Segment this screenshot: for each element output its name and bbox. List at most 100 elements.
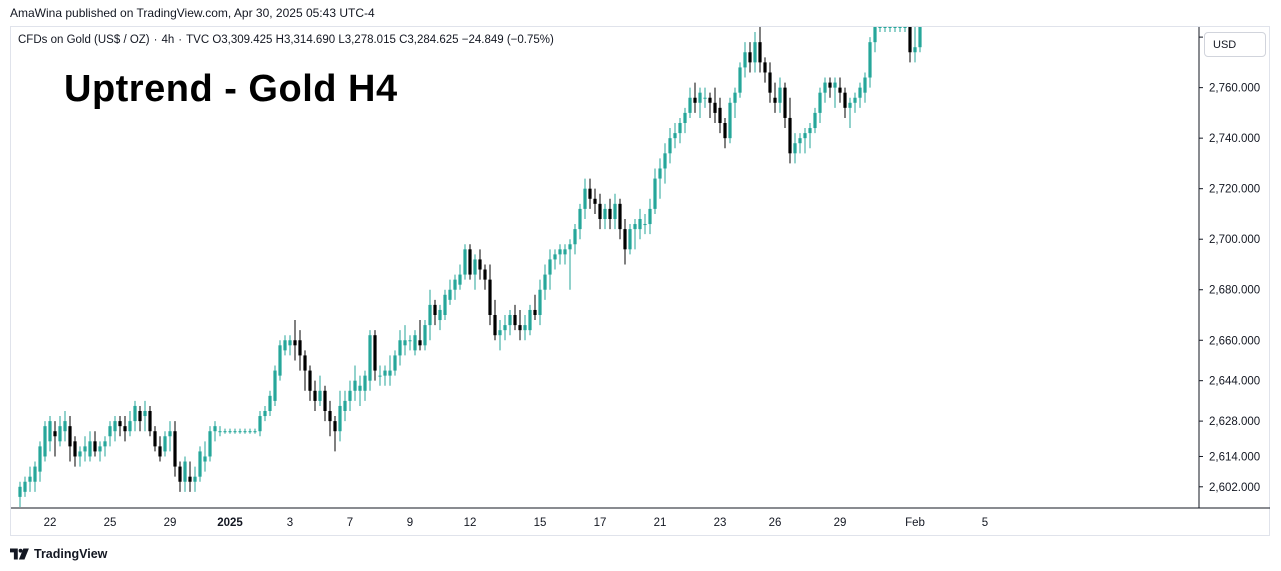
footer: TradingView — [10, 545, 107, 563]
price-tick-label: 2,628.000 — [1209, 416, 1260, 428]
candle — [908, 27, 912, 63]
candle-body — [128, 421, 132, 432]
candle — [788, 97, 792, 164]
candle — [423, 320, 427, 351]
candle-body — [253, 431, 257, 433]
candle — [143, 400, 147, 432]
candle — [848, 97, 852, 129]
candle — [558, 244, 562, 265]
candle — [828, 77, 832, 98]
candle — [773, 82, 777, 113]
candle — [878, 27, 882, 33]
candle — [608, 198, 612, 230]
candle — [658, 158, 662, 199]
candle-body — [428, 304, 432, 326]
candle — [458, 264, 462, 290]
candle-body — [73, 441, 77, 457]
candle — [268, 390, 272, 417]
candle-body — [23, 481, 27, 492]
candle-body — [753, 42, 757, 63]
candle — [148, 405, 152, 437]
time-tick-label: 21 — [654, 517, 667, 529]
candle — [418, 320, 422, 351]
candle-body — [418, 340, 422, 346]
candle-body — [513, 315, 517, 326]
candle-body — [843, 92, 847, 108]
candle — [678, 117, 682, 144]
candle-body — [238, 431, 242, 433]
candle — [853, 92, 857, 113]
candle — [858, 82, 862, 108]
candle-body — [333, 421, 337, 432]
candle — [43, 421, 47, 462]
candle-body — [343, 400, 347, 411]
candle-body — [668, 138, 672, 154]
candle — [508, 309, 512, 336]
candle — [833, 77, 837, 108]
candle — [333, 416, 337, 452]
candle-body — [848, 102, 852, 108]
candle-body — [563, 249, 567, 255]
candle — [493, 299, 497, 341]
source-label: TVC — [186, 34, 210, 46]
candle-body — [478, 259, 482, 270]
candle — [358, 375, 362, 406]
candle — [648, 198, 652, 235]
candle — [403, 325, 407, 356]
candle-body — [138, 411, 142, 422]
candle — [543, 264, 547, 300]
candle-body — [873, 27, 877, 43]
candle-body — [653, 178, 657, 209]
candle — [263, 405, 267, 422]
candle-body — [163, 436, 167, 452]
candle-body — [813, 112, 817, 129]
time-tick-label: 7 — [347, 517, 353, 529]
candle-body — [113, 421, 117, 432]
candle — [28, 466, 32, 492]
candle — [243, 428, 247, 434]
candle — [718, 97, 722, 134]
price-tick-label: 2,680.000 — [1209, 285, 1260, 297]
candle — [538, 279, 542, 326]
candle — [843, 87, 847, 118]
price-tick-label: 2,660.000 — [1209, 335, 1260, 347]
currency-selector[interactable]: USD — [1204, 32, 1266, 57]
candle-body — [678, 123, 682, 134]
candle-body — [433, 304, 437, 315]
open-value: O3,309.425 — [212, 34, 273, 46]
candle-body — [818, 92, 822, 113]
candle — [593, 188, 597, 214]
time-tick-label: 15 — [534, 517, 547, 529]
candle — [598, 193, 602, 230]
candle-body — [493, 315, 497, 336]
candle — [323, 385, 327, 422]
candle — [223, 428, 227, 434]
candle-body — [198, 451, 202, 477]
price-tick-label: 2,720.000 — [1209, 184, 1260, 196]
candle — [498, 320, 502, 351]
candle — [193, 466, 197, 492]
candle-body — [443, 294, 447, 315]
candle-body — [578, 208, 582, 230]
candle — [533, 294, 537, 321]
candle-body — [133, 405, 137, 422]
candle-body — [708, 97, 712, 103]
candle — [173, 421, 177, 477]
candle-body — [148, 411, 152, 432]
candle — [803, 128, 807, 154]
candle-body — [683, 112, 687, 123]
candle-body — [463, 249, 467, 275]
low-value: L3,278.015 — [338, 34, 396, 46]
candle — [38, 441, 42, 482]
candle — [328, 400, 332, 437]
candle — [553, 249, 557, 270]
candle-body — [308, 370, 312, 391]
candle — [98, 441, 102, 462]
candle — [373, 330, 377, 381]
time-tick-label: 29 — [834, 517, 847, 529]
candle-body — [358, 385, 362, 391]
candle-body — [718, 107, 722, 123]
candle-body — [543, 274, 547, 290]
candle — [58, 416, 62, 447]
